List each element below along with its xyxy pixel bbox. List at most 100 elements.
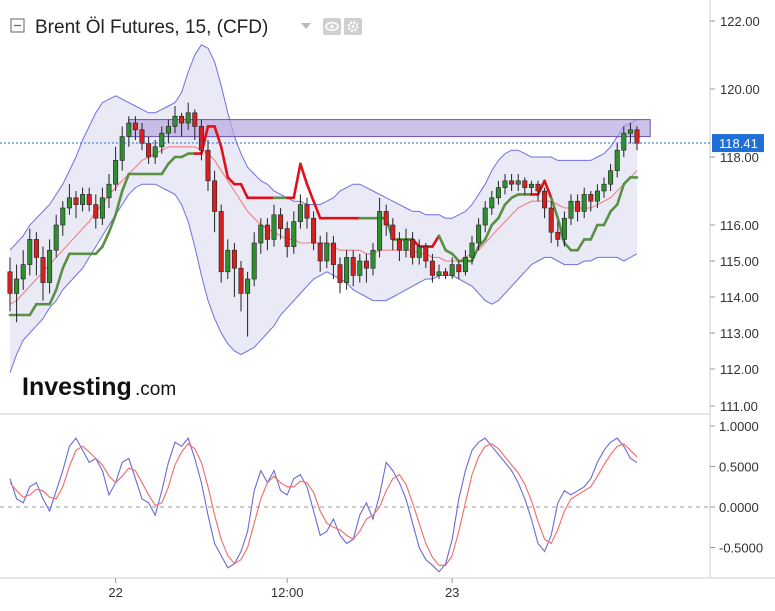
candle <box>231 243 237 297</box>
price-tick-label: 115.00 <box>720 254 759 269</box>
candle <box>278 208 284 240</box>
candle <box>502 174 508 195</box>
eye-icon[interactable] <box>323 18 341 35</box>
price-tick-label: 120.00 <box>720 82 760 97</box>
candle <box>264 218 270 251</box>
current-price-label: 118.41 <box>719 136 758 151</box>
supertrend-segment <box>503 196 513 206</box>
candle <box>383 204 389 236</box>
supertrend-segment <box>622 176 632 186</box>
candle <box>152 140 158 164</box>
candle <box>27 228 33 276</box>
candle <box>509 174 515 191</box>
candle <box>542 187 548 219</box>
candle <box>40 246 46 301</box>
candle <box>621 126 627 157</box>
candle <box>324 232 330 269</box>
candle <box>627 123 633 144</box>
supertrend-segment <box>576 238 586 252</box>
candle <box>106 174 112 208</box>
candle <box>357 253 363 283</box>
candle <box>396 232 402 261</box>
supertrend-segment <box>609 203 619 213</box>
candle <box>132 116 138 140</box>
candle <box>7 257 13 312</box>
supertrend-segment <box>589 223 599 241</box>
supertrend-segment <box>477 238 487 248</box>
price-tick-label: 112.00 <box>720 362 759 377</box>
candle <box>429 253 435 283</box>
candle <box>60 201 66 236</box>
candle <box>575 194 581 222</box>
candle <box>581 187 587 219</box>
candle <box>304 197 310 229</box>
candle <box>291 211 297 254</box>
candle <box>139 123 145 151</box>
candle <box>33 232 39 276</box>
price-tick-label: 111.00 <box>720 399 758 414</box>
candle <box>594 184 600 208</box>
supertrend-segment <box>437 234 447 252</box>
candle <box>462 250 468 276</box>
supertrend-segment <box>490 216 500 227</box>
supertrend-segment <box>563 241 573 252</box>
bollinger-upper-line <box>9 44 638 251</box>
candle <box>297 194 303 229</box>
chart-title: Brent Öl Futures, 15, (CFD) <box>35 17 268 38</box>
candle <box>482 201 488 233</box>
supertrend-segment <box>470 245 480 263</box>
candle <box>344 250 350 290</box>
candle <box>416 239 422 265</box>
candle <box>522 177 528 195</box>
candle <box>608 163 614 191</box>
supertrend-segment <box>299 162 309 186</box>
candle <box>443 268 449 279</box>
time-tick-label: 22 <box>108 585 122 600</box>
supertrend-segment <box>292 162 302 200</box>
supertrend-segment <box>114 189 124 217</box>
price-axis: 111.00 112.00 113.00 114.00 115.00 116.00 118.… <box>710 14 760 414</box>
supertrend-segment <box>120 172 131 193</box>
supertrend-segment <box>101 230 111 248</box>
candle <box>159 126 165 154</box>
candlesticks <box>7 102 640 337</box>
candle <box>317 235 323 272</box>
candle <box>337 257 343 294</box>
candle <box>614 143 620 178</box>
stochastic-axis: 1.0000 0.5000 0.0000 -0.5000 <box>710 419 763 556</box>
supertrend-segment <box>54 266 65 292</box>
candle <box>370 243 376 276</box>
supertrend-segment <box>219 145 230 179</box>
chart-header: Brent Öl Futures, 15, (CFD) <box>10 17 362 38</box>
dropdown-caret-icon[interactable] <box>301 23 311 29</box>
moving-average-line <box>9 146 638 305</box>
moving-average <box>9 146 638 305</box>
candle <box>271 204 277 247</box>
gear-icon[interactable] <box>344 18 362 35</box>
price-tick-label: 114.00 <box>720 290 759 305</box>
supertrend-line <box>8 125 639 317</box>
candle <box>258 218 264 254</box>
candle <box>528 180 534 195</box>
supertrend-segment <box>305 182 315 203</box>
supertrend-segment <box>543 179 553 200</box>
price-tick-label: 118.00 <box>720 150 759 165</box>
supertrend-segment <box>28 302 38 317</box>
candle <box>284 221 290 258</box>
candle <box>449 257 455 279</box>
stochastic-tick-label: 0.5000 <box>719 460 759 475</box>
candle <box>198 119 204 161</box>
candle <box>436 264 442 279</box>
candle <box>126 116 132 147</box>
candle <box>535 180 541 202</box>
candle <box>601 177 607 198</box>
stochastic-oscillator <box>0 436 710 573</box>
supertrend-segment <box>483 223 494 241</box>
candle <box>476 218 482 251</box>
candle <box>205 140 211 191</box>
candle <box>423 243 429 269</box>
candle <box>20 250 26 290</box>
supertrend-segment <box>602 210 612 227</box>
